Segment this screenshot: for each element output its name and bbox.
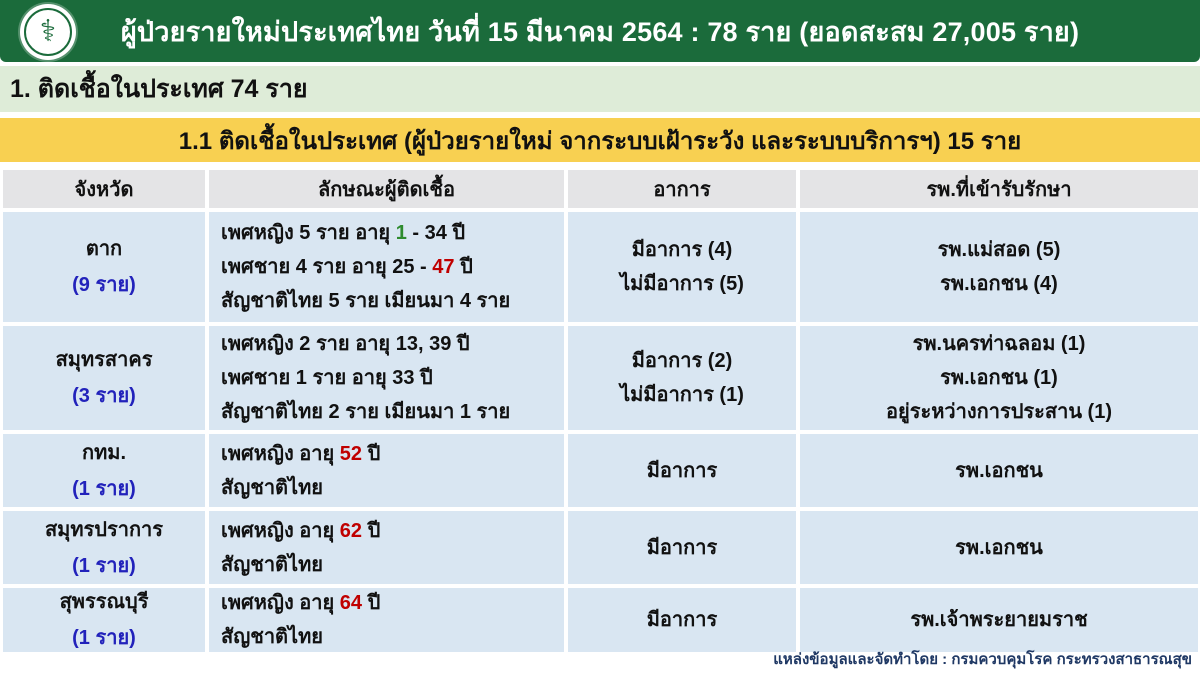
column-header-2: อาการ (568, 170, 796, 208)
province-case-count: (1 ราย) (72, 477, 136, 500)
province-cell: สุพรรณบุรี (1 ราย) (3, 588, 205, 652)
province-case-count: (9 ราย) (72, 274, 136, 296)
characteristics-cell: เพศหญิง อายุ 62 ปีสัญชาติไทย (209, 511, 564, 584)
cell-line: รพ.เอกชน (955, 536, 1043, 559)
hospital-cell: รพ.เอกชน (800, 511, 1198, 584)
cell-line: รพ.แม่สอด (5) (937, 239, 1061, 261)
cell-line: สัญชาติไทย 5 ราย เมียนมา 4 ราย (221, 290, 511, 312)
section-domestic-cases: 1. ติดเชื้อในประเทศ 74 ราย (0, 66, 1200, 112)
cell-line: รพ.เอกชน (1) (940, 367, 1058, 389)
cell-line: เพศหญิง อายุ 52 ปี (221, 442, 381, 465)
cell-line: มีอาการ (646, 609, 718, 631)
cell-line: ไม่มีอาการ (5) (620, 273, 744, 295)
moph-seal-ring: ⚕ (24, 8, 72, 56)
cell-line: มีอาการ (4) (631, 239, 733, 261)
cell-line: มีอาการ (2) (631, 350, 733, 372)
cell-line: เพศหญิง 2 ราย อายุ 13, 39 ปี (221, 333, 470, 355)
province-name: กทม. (81, 441, 127, 464)
province-case-count: (1 ราย) (72, 554, 136, 577)
subsection-banner: 1.1 ติดเชื้อในประเทศ (ผู้ป่วยรายใหม่ จาก… (0, 118, 1200, 162)
caduceus-icon: ⚕ (39, 15, 57, 48)
cell-line: เพศชาย 4 ราย อายุ 25 - 47 ปี (221, 256, 473, 278)
cell-line: รพ.นครท่าฉลอม (1) (912, 333, 1086, 355)
symptoms-cell: มีอาการ (568, 434, 796, 507)
symptoms-cell: มีอาการ (568, 511, 796, 584)
section-title: 1. ติดเชื้อในประเทศ 74 ราย (10, 75, 308, 103)
cell-line: รพ.เอกชน (4) (940, 273, 1058, 295)
cell-line: ไม่มีอาการ (1) (620, 384, 744, 406)
symptoms-cell: มีอาการ (4) ไม่มีอาการ (5) (568, 212, 796, 322)
subsection-title: 1.1 ติดเชื้อในประเทศ (ผู้ป่วยรายใหม่ จาก… (178, 127, 1022, 155)
province-name: ตาก (85, 238, 123, 260)
cell-line: สัญชาติไทย (221, 626, 324, 648)
cell-line: มีอาการ (646, 536, 718, 559)
hospital-cell: รพ.แม่สอด (5) รพ.เอกชน (4) (800, 212, 1198, 322)
characteristics-cell: เพศหญิง อายุ 52 ปีสัญชาติไทย (209, 434, 564, 507)
characteristics-cell: เพศหญิง 2 ราย อายุ 13, 39 ปีเพศชาย 1 ราย… (209, 326, 564, 430)
cell-line: รพ.เอกชน (955, 459, 1043, 482)
cell-line: สัญชาติไทย (221, 553, 324, 576)
province-cell: สมุทรสาคร (3 ราย) (3, 326, 205, 430)
province-cell: สมุทรปราการ (1 ราย) (3, 511, 205, 584)
province-name: สมุทรปราการ (44, 518, 164, 541)
cell-line: มีอาการ (646, 459, 718, 482)
hospital-cell: รพ.เอกชน (800, 434, 1198, 507)
cell-line: เพศชาย 1 ราย อายุ 33 ปี (221, 367, 433, 389)
cell-line: สัญชาติไทย 2 ราย เมียนมา 1 ราย (221, 401, 511, 423)
cell-line: รพ.เจ้าพระยายมราช (910, 609, 1088, 631)
province-cell: กทม. (1 ราย) (3, 434, 205, 507)
source-credit: แหล่งข้อมูลและจัดทำโดย : กรมควบคุมโรค กร… (773, 651, 1192, 668)
characteristics-cell: เพศหญิง อายุ 64 ปีสัญชาติไทย (209, 588, 564, 652)
column-header-1: ลักษณะผู้ติดเชื้อ (209, 170, 564, 208)
symptoms-cell: มีอาการ (2) ไม่มีอาการ (1) (568, 326, 796, 430)
province-case-count: (1 ราย) (72, 627, 136, 649)
column-header-0: จังหวัด (3, 170, 205, 208)
province-cell: ตาก (9 ราย) (3, 212, 205, 322)
cell-line: อยู่ระหว่างการประสาน (1) (886, 401, 1112, 423)
cell-line: เพศหญิง อายุ 64 ปี (221, 592, 381, 614)
report-header-bar: ⚕ ผู้ป่วยรายใหม่ประเทศไทย วันที่ 15 มีนา… (0, 0, 1200, 62)
cases-table: จังหวัด ลักษณะผู้ติดเชื้อ อาการ รพ.ที่เข้าร… (3, 170, 1198, 652)
cell-line: เพศหญิง อายุ 62 ปี (221, 519, 381, 542)
hospital-cell: รพ.นครท่าฉลอม (1) รพ.เอกชน (1) อยู่ระหว่าง… (800, 326, 1198, 430)
characteristics-cell: เพศหญิง 5 ราย อายุ 1 - 34 ปีเพศชาย 4 ราย… (209, 212, 564, 322)
column-header-3: รพ.ที่เข้ารับรักษา (800, 170, 1198, 208)
moph-seal-icon: ⚕ (20, 4, 76, 60)
cell-line: เพศหญิง 5 ราย อายุ 1 - 34 ปี (221, 222, 466, 244)
province-case-count: (3 ราย) (72, 385, 136, 407)
symptoms-cell: มีอาการ (568, 588, 796, 652)
cell-line: สัญชาติไทย (221, 476, 324, 499)
hospital-cell: รพ.เจ้าพระยายมราช (800, 588, 1198, 652)
province-name: สุพรรณบุรี (59, 591, 149, 613)
report-title: ผู้ป่วยรายใหม่ประเทศไทย วันที่ 15 มีนาคม… (120, 16, 1080, 47)
province-name: สมุทรสาคร (55, 349, 153, 371)
